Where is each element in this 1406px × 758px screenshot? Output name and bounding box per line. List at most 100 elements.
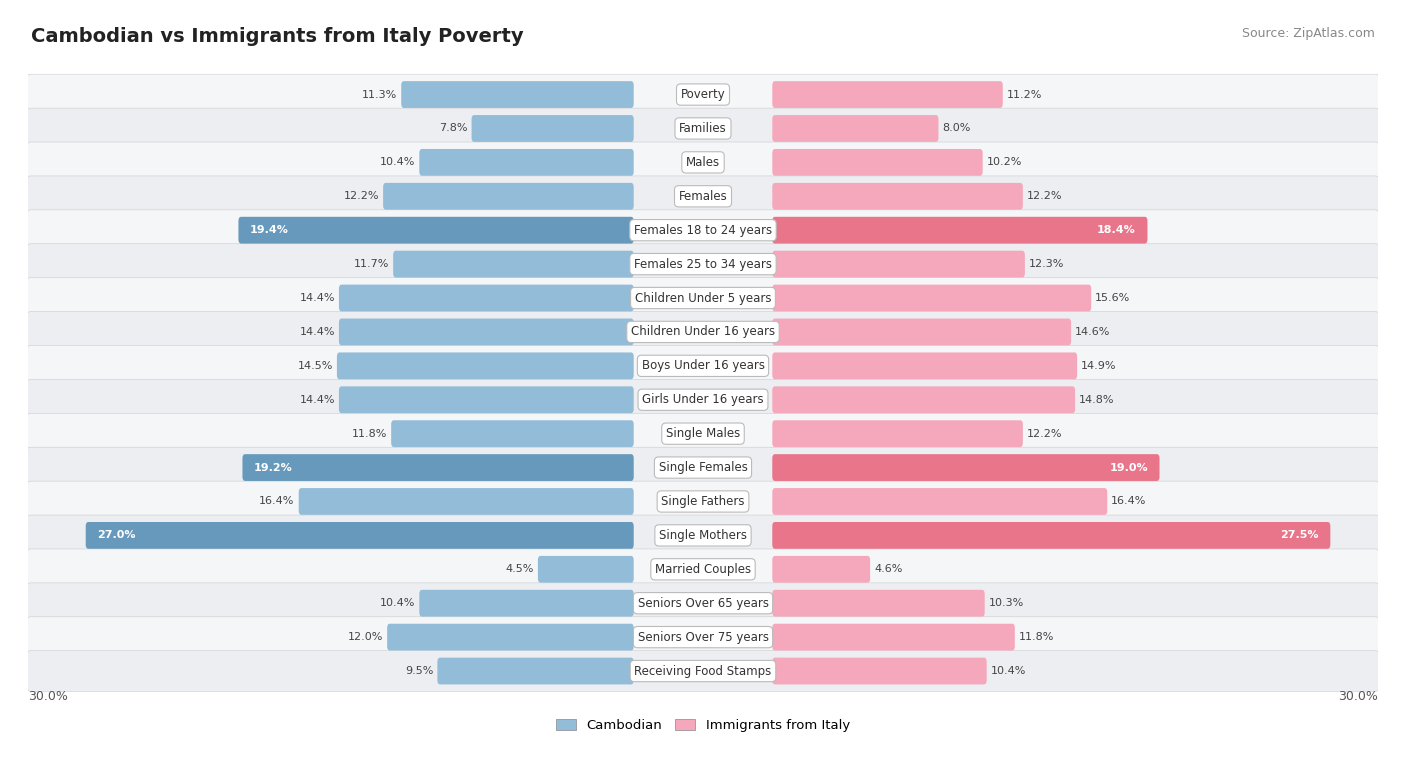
- Text: 12.3%: 12.3%: [1029, 259, 1064, 269]
- FancyBboxPatch shape: [772, 284, 1091, 312]
- Text: 15.6%: 15.6%: [1095, 293, 1130, 303]
- Text: Single Males: Single Males: [666, 428, 740, 440]
- Text: 12.2%: 12.2%: [343, 191, 380, 202]
- Text: 10.4%: 10.4%: [380, 158, 415, 168]
- Text: 4.6%: 4.6%: [875, 564, 903, 575]
- Text: Families: Families: [679, 122, 727, 135]
- FancyBboxPatch shape: [27, 447, 1379, 488]
- FancyBboxPatch shape: [27, 380, 1379, 420]
- Text: 14.9%: 14.9%: [1081, 361, 1116, 371]
- FancyBboxPatch shape: [86, 522, 634, 549]
- Text: 14.4%: 14.4%: [299, 293, 335, 303]
- Text: 11.7%: 11.7%: [354, 259, 389, 269]
- Text: Girls Under 16 years: Girls Under 16 years: [643, 393, 763, 406]
- FancyBboxPatch shape: [298, 488, 634, 515]
- FancyBboxPatch shape: [772, 522, 1330, 549]
- Text: 11.3%: 11.3%: [361, 89, 396, 99]
- Text: 14.4%: 14.4%: [299, 395, 335, 405]
- FancyBboxPatch shape: [419, 149, 634, 176]
- FancyBboxPatch shape: [419, 590, 634, 616]
- Text: 4.5%: 4.5%: [505, 564, 534, 575]
- FancyBboxPatch shape: [437, 658, 634, 684]
- FancyBboxPatch shape: [772, 352, 1077, 379]
- FancyBboxPatch shape: [772, 183, 1022, 210]
- Text: 12.2%: 12.2%: [1026, 429, 1063, 439]
- FancyBboxPatch shape: [471, 115, 634, 142]
- Text: 10.4%: 10.4%: [380, 598, 415, 608]
- FancyBboxPatch shape: [339, 318, 634, 346]
- FancyBboxPatch shape: [27, 210, 1379, 251]
- Text: 27.0%: 27.0%: [97, 531, 136, 540]
- Text: 9.5%: 9.5%: [405, 666, 433, 676]
- Text: 8.0%: 8.0%: [942, 124, 972, 133]
- FancyBboxPatch shape: [27, 413, 1379, 454]
- Text: 30.0%: 30.0%: [28, 690, 67, 703]
- Text: 12.0%: 12.0%: [347, 632, 382, 642]
- FancyBboxPatch shape: [772, 590, 984, 616]
- Text: 27.5%: 27.5%: [1279, 531, 1319, 540]
- Text: 14.4%: 14.4%: [299, 327, 335, 337]
- FancyBboxPatch shape: [339, 387, 634, 413]
- Text: 16.4%: 16.4%: [259, 496, 295, 506]
- FancyBboxPatch shape: [391, 420, 634, 447]
- Text: Single Mothers: Single Mothers: [659, 529, 747, 542]
- FancyBboxPatch shape: [27, 515, 1379, 556]
- Text: 19.2%: 19.2%: [254, 462, 292, 472]
- Text: 14.5%: 14.5%: [298, 361, 333, 371]
- FancyBboxPatch shape: [387, 624, 634, 650]
- Text: 10.2%: 10.2%: [987, 158, 1022, 168]
- FancyBboxPatch shape: [772, 624, 1015, 650]
- FancyBboxPatch shape: [337, 352, 634, 379]
- Text: Children Under 16 years: Children Under 16 years: [631, 325, 775, 338]
- Text: Males: Males: [686, 156, 720, 169]
- Text: 11.2%: 11.2%: [1007, 89, 1042, 99]
- FancyBboxPatch shape: [772, 454, 1160, 481]
- FancyBboxPatch shape: [27, 617, 1379, 657]
- Text: Females: Females: [679, 190, 727, 203]
- Text: 19.4%: 19.4%: [250, 225, 290, 235]
- Text: Poverty: Poverty: [681, 88, 725, 101]
- FancyBboxPatch shape: [27, 650, 1379, 691]
- Text: 11.8%: 11.8%: [352, 429, 387, 439]
- Text: Boys Under 16 years: Boys Under 16 years: [641, 359, 765, 372]
- FancyBboxPatch shape: [772, 115, 938, 142]
- FancyBboxPatch shape: [772, 556, 870, 583]
- FancyBboxPatch shape: [394, 251, 634, 277]
- FancyBboxPatch shape: [27, 346, 1379, 386]
- FancyBboxPatch shape: [772, 149, 983, 176]
- Text: 30.0%: 30.0%: [1339, 690, 1378, 703]
- FancyBboxPatch shape: [242, 454, 634, 481]
- FancyBboxPatch shape: [772, 217, 1147, 243]
- FancyBboxPatch shape: [27, 142, 1379, 183]
- Text: Single Females: Single Females: [658, 461, 748, 474]
- Text: 10.4%: 10.4%: [991, 666, 1026, 676]
- FancyBboxPatch shape: [27, 176, 1379, 217]
- Text: 14.6%: 14.6%: [1076, 327, 1111, 337]
- Text: Married Couples: Married Couples: [655, 562, 751, 576]
- FancyBboxPatch shape: [27, 481, 1379, 522]
- Text: 11.8%: 11.8%: [1019, 632, 1054, 642]
- FancyBboxPatch shape: [772, 420, 1022, 447]
- FancyBboxPatch shape: [772, 387, 1076, 413]
- Text: Seniors Over 75 years: Seniors Over 75 years: [637, 631, 769, 644]
- FancyBboxPatch shape: [772, 81, 1002, 108]
- FancyBboxPatch shape: [772, 318, 1071, 346]
- FancyBboxPatch shape: [772, 658, 987, 684]
- FancyBboxPatch shape: [772, 251, 1025, 277]
- Text: Seniors Over 65 years: Seniors Over 65 years: [637, 597, 769, 609]
- Text: 14.8%: 14.8%: [1080, 395, 1115, 405]
- Text: Females 25 to 34 years: Females 25 to 34 years: [634, 258, 772, 271]
- Text: Cambodian vs Immigrants from Italy Poverty: Cambodian vs Immigrants from Italy Pover…: [31, 27, 523, 45]
- FancyBboxPatch shape: [27, 74, 1379, 115]
- Text: Receiving Food Stamps: Receiving Food Stamps: [634, 665, 772, 678]
- FancyBboxPatch shape: [27, 277, 1379, 318]
- Text: Children Under 5 years: Children Under 5 years: [634, 292, 772, 305]
- FancyBboxPatch shape: [538, 556, 634, 583]
- FancyBboxPatch shape: [239, 217, 634, 243]
- Text: 12.2%: 12.2%: [1026, 191, 1063, 202]
- Text: Single Fathers: Single Fathers: [661, 495, 745, 508]
- Text: 7.8%: 7.8%: [439, 124, 468, 133]
- FancyBboxPatch shape: [27, 583, 1379, 624]
- Text: 18.4%: 18.4%: [1097, 225, 1136, 235]
- FancyBboxPatch shape: [27, 244, 1379, 284]
